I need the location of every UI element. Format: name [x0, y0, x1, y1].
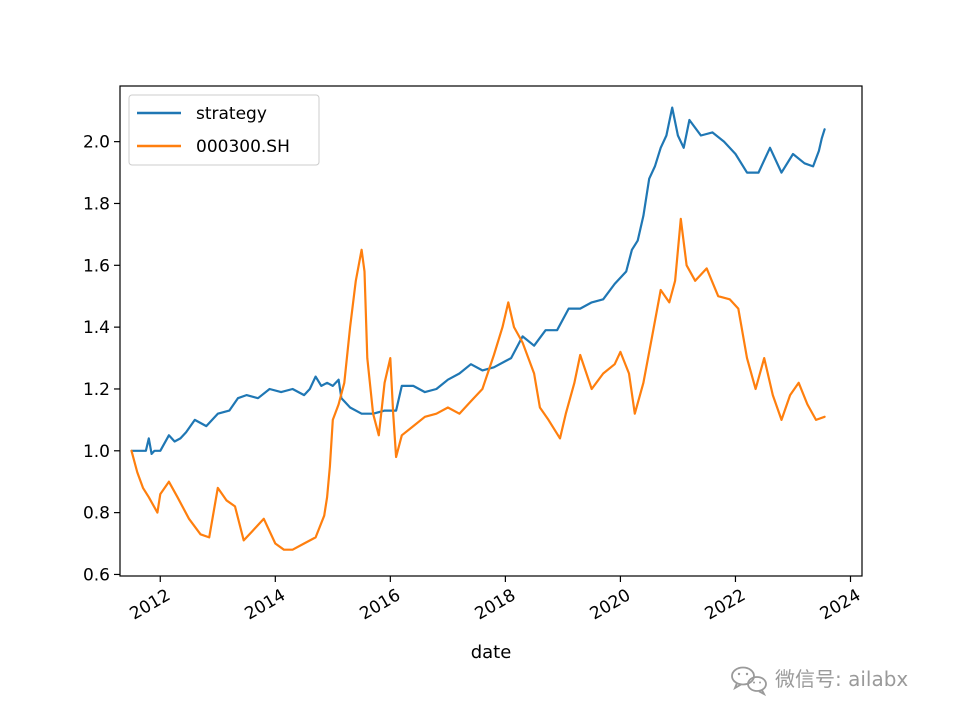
plot-frame [119, 85, 863, 577]
legend: strategy 000300.SH [128, 94, 320, 166]
y-tick-label: 0.6 [83, 565, 110, 585]
y-tick-label: 1.8 [83, 194, 110, 214]
series-line-strategy [130, 106, 826, 455]
series-layer [130, 106, 826, 551]
y-tick-label: 2.0 [83, 133, 110, 153]
y-tick-label: 1.6 [83, 256, 110, 276]
x-axis-label: date [471, 642, 512, 663]
y-tick-label: 1.4 [83, 318, 110, 338]
legend-label-strategy: strategy [196, 104, 267, 124]
watermark-label: 微信号: ailabx [775, 667, 908, 691]
plot-area [120, 86, 862, 576]
y-tick-label: 1.2 [83, 380, 110, 400]
series-line-000300sh [130, 217, 826, 551]
y-tick-label: 1.0 [83, 442, 110, 462]
y-tick-label: 0.8 [83, 504, 110, 524]
wechat-icon [731, 666, 767, 697]
legend-label-000300sh: 000300.SH [196, 137, 290, 157]
watermark: 微信号: ailabx [731, 666, 908, 697]
